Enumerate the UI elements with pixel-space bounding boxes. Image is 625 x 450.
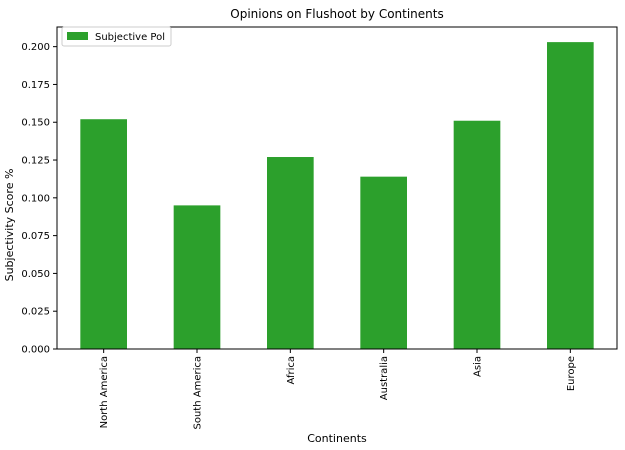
y-tick-label: 0.075 — [21, 231, 50, 242]
y-tick-label: 0.175 — [21, 80, 50, 91]
y-tick-label: 0.100 — [21, 193, 50, 204]
y-tick-label: 0.050 — [21, 269, 50, 280]
bar — [453, 120, 501, 349]
bar — [173, 205, 221, 349]
x-tick-label: Africa — [286, 356, 297, 385]
chart-title: Opinions on Flushoot by Continents — [230, 7, 443, 21]
y-tick-label: 0.200 — [21, 42, 50, 53]
bar — [80, 119, 127, 349]
bar — [360, 176, 407, 349]
bar — [267, 157, 314, 349]
legend-box — [61, 26, 172, 47]
x-tick-label: Australia — [379, 356, 390, 400]
legend-swatch — [67, 32, 88, 40]
plot-area — [80, 42, 594, 350]
y-axis-title: Subjectivity Score % — [3, 169, 16, 282]
y-tick-label: 0.000 — [21, 345, 50, 356]
x-axis-title: Continents — [307, 432, 367, 445]
bar — [547, 42, 594, 350]
y-tick-label: 0.025 — [21, 307, 50, 318]
y-axis: 0.000 0.025 0.050 0.075 0.100 0.125 0.150 0.175… — [21, 42, 57, 356]
plot-frame — [56, 26, 618, 350]
x-tick-label: South America — [193, 356, 204, 430]
legend: Subjective Pol — [61, 26, 172, 47]
y-tick-label: 0.150 — [21, 118, 50, 129]
x-tick-label: Asia — [473, 356, 484, 377]
x-axis: North America South America Africa Australi… — [99, 349, 577, 430]
x-tick-label: Europe — [566, 356, 577, 391]
x-tick-label: North America — [99, 356, 110, 428]
y-tick-label: 0.125 — [21, 156, 50, 167]
legend-label: Subjective Pol — [95, 32, 165, 43]
